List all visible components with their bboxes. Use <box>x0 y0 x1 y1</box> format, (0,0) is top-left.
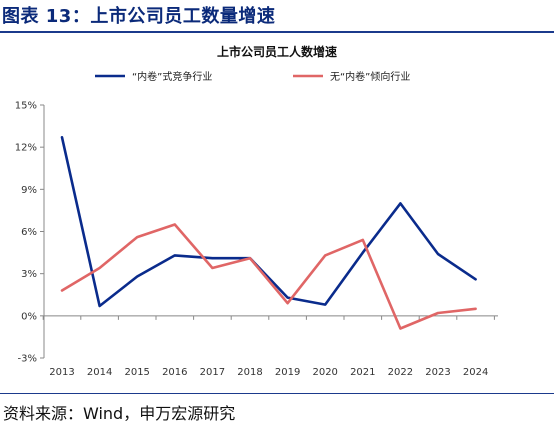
source-note: 资料来源：Wind，申万宏源研究 <box>3 404 236 423</box>
source-rule <box>0 393 554 394</box>
x-tick-label: 2016 <box>162 367 187 378</box>
axes: -3% 0% 3% 6% 9% 12% 15% 2013 2014 2015 2016 2017 201… <box>15 101 498 378</box>
legend-label-2: 无“内卷”倾向行业 <box>330 70 410 83</box>
y-tick-label: 12% <box>15 143 37 154</box>
x-tick-label: 2013 <box>49 367 74 378</box>
y-tick-label: 0% <box>21 311 37 322</box>
legend: “内卷”式竞争行业 无“内卷”倾向行业 <box>95 70 410 83</box>
x-tick-label: 2015 <box>124 367 149 378</box>
y-tick-label: 3% <box>21 269 37 280</box>
chart-title: 上市公司员工人数增速 <box>217 44 337 59</box>
title-rule <box>0 31 554 33</box>
figure-title: 图表 13：上市公司员工数量增速 <box>2 6 276 27</box>
x-tick-label: 2019 <box>275 367 300 378</box>
line-chart: 上市公司员工人数增速 “内卷”式竞争行业 无“内卷”倾向行业 -3% 0% 3% 6% 9… <box>15 44 498 378</box>
x-tick-label: 2014 <box>87 367 112 378</box>
x-tick-label: 2021 <box>350 367 375 378</box>
series-line-2 <box>60 223 477 330</box>
x-tick-label: 2020 <box>312 367 337 378</box>
y-tick-label: 9% <box>21 185 37 196</box>
y-tick-label: 15% <box>15 101 37 112</box>
series-line-1 <box>60 136 477 308</box>
y-tick-label: -3% <box>18 354 37 365</box>
x-tick-label: 2017 <box>200 367 225 378</box>
y-tick-label: 6% <box>21 227 37 238</box>
x-tick-label: 2018 <box>237 367 262 378</box>
x-tick-label: 2022 <box>388 367 413 378</box>
legend-label-1: “内卷”式竞争行业 <box>132 70 212 83</box>
series-lines <box>60 136 477 330</box>
x-tick-label: 2024 <box>463 367 488 378</box>
x-tick-label: 2023 <box>425 367 450 378</box>
